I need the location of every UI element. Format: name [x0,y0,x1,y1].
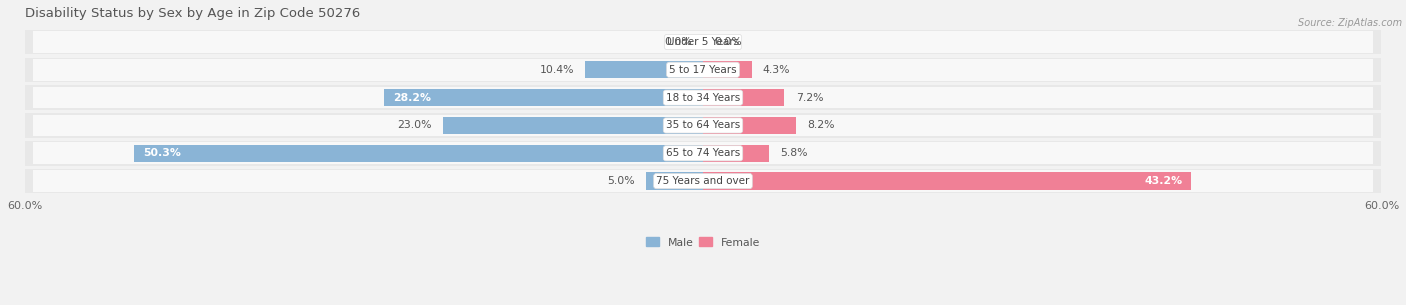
Bar [703,145,769,162]
Bar [703,173,1191,190]
Bar [24,113,1382,138]
Text: 23.0%: 23.0% [396,120,432,131]
Bar [647,173,703,190]
Bar [34,115,1372,136]
Text: 75 Years and over: 75 Years and over [657,176,749,186]
Bar [34,59,1372,81]
Bar [134,145,703,162]
Bar [24,30,1382,54]
Text: 0.0%: 0.0% [714,37,742,47]
Bar [34,142,1372,164]
Text: Under 5 Years: Under 5 Years [666,37,740,47]
Bar [34,31,1372,53]
Text: 8.2%: 8.2% [807,120,835,131]
Text: 43.2%: 43.2% [1144,176,1182,186]
Bar [24,141,1382,166]
Text: 35 to 64 Years: 35 to 64 Years [666,120,740,131]
Bar [443,117,703,134]
Bar [703,61,752,78]
Text: 18 to 34 Years: 18 to 34 Years [666,93,740,103]
Bar [585,61,703,78]
Text: 10.4%: 10.4% [540,65,574,75]
Bar [24,85,1382,110]
Bar [34,87,1372,109]
Text: 4.3%: 4.3% [763,65,790,75]
Text: 5.0%: 5.0% [607,176,636,186]
Bar [703,89,785,106]
Text: 0.0%: 0.0% [664,37,692,47]
Text: Source: ZipAtlas.com: Source: ZipAtlas.com [1298,18,1402,28]
Text: 28.2%: 28.2% [394,93,432,103]
Text: 50.3%: 50.3% [143,148,181,158]
Text: 7.2%: 7.2% [796,93,824,103]
Bar [703,117,796,134]
Text: 5.8%: 5.8% [780,148,807,158]
Text: 5 to 17 Years: 5 to 17 Years [669,65,737,75]
Bar [34,170,1372,192]
Text: Disability Status by Sex by Age in Zip Code 50276: Disability Status by Sex by Age in Zip C… [24,7,360,20]
Text: 65 to 74 Years: 65 to 74 Years [666,148,740,158]
Bar [384,89,703,106]
Bar [24,169,1382,193]
Legend: Male, Female: Male, Female [645,237,761,248]
Bar [24,58,1382,82]
